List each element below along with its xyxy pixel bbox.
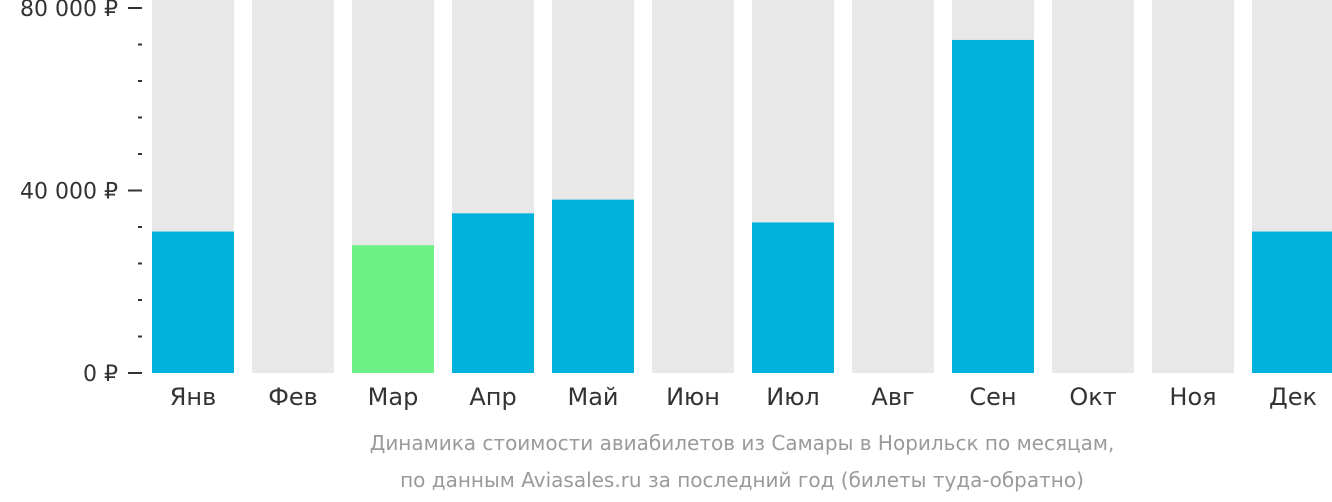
x-tick-label: Ноя <box>1169 383 1216 411</box>
y-axis: 0 ₽ 40 000 ₽ 80 000 ₽ <box>20 0 142 387</box>
x-tick-label: Авг <box>871 383 914 411</box>
x-tick-label: Май <box>567 383 618 411</box>
bar-0[interactable] <box>152 231 234 373</box>
bar-background-7 <box>852 0 934 373</box>
x-tick-label: Окт <box>1069 383 1116 411</box>
y-tick-label: 80 000 ₽ <box>20 0 118 22</box>
y-tick-label: 0 ₽ <box>83 362 118 387</box>
y-tick-label: 40 000 ₽ <box>20 180 118 205</box>
x-tick-label: Янв <box>170 383 217 411</box>
x-tick-label: Мар <box>368 383 419 411</box>
bar-background-1 <box>252 0 334 373</box>
x-tick-label: Апр <box>469 383 516 411</box>
bar-11[interactable] <box>1252 231 1332 373</box>
bar-2[interactable] <box>352 245 434 373</box>
bar-8[interactable] <box>952 39 1034 373</box>
x-tick-label: Июн <box>666 383 720 411</box>
bar-4[interactable] <box>552 199 634 373</box>
x-tick-label: Сен <box>969 383 1016 411</box>
value-bars <box>152 39 1332 373</box>
background-bars <box>152 0 1332 373</box>
x-tick-label: Дек <box>1269 383 1317 411</box>
bar-background-10 <box>1152 0 1234 373</box>
chart-caption-line-2: по данным Aviasales.ru за последний год … <box>400 468 1084 492</box>
bar-6[interactable] <box>752 222 834 373</box>
x-axis-labels: Янв Фев Мар Апр Май Июн Июл Авг Сен Окт Ноя Дек <box>170 383 1317 411</box>
bar-background-5 <box>652 0 734 373</box>
x-tick-label: Фев <box>268 383 318 411</box>
bar-3[interactable] <box>452 213 534 373</box>
chart-caption-line-1: Динамика стоимости авиабилетов из Самары… <box>369 431 1115 455</box>
bar-background-9 <box>1052 0 1134 373</box>
x-tick-label: Июл <box>766 383 820 411</box>
